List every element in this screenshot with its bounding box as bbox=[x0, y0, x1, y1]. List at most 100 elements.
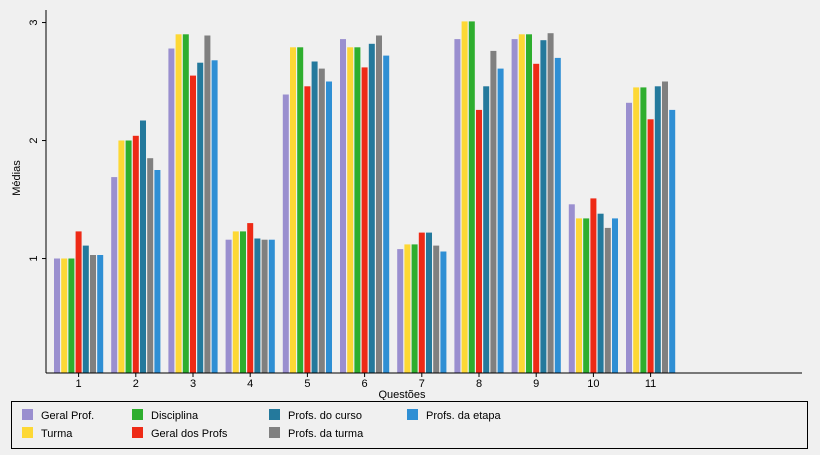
bar-q10-s7 bbox=[612, 218, 618, 373]
legend-label: Disciplina bbox=[151, 410, 199, 422]
bar-q8-s5 bbox=[483, 86, 490, 374]
bar-q6-s2 bbox=[347, 47, 354, 374]
legend-label: Turma bbox=[41, 428, 73, 440]
bar-q10-s6 bbox=[604, 227, 611, 373]
bar-q10-s4 bbox=[590, 198, 597, 373]
x-tick-label: 4 bbox=[247, 378, 253, 390]
legend-label: Profs. da turma bbox=[288, 428, 364, 440]
bar-q4-s1 bbox=[225, 239, 232, 373]
bar-q1-s6 bbox=[90, 255, 96, 373]
legend-item: Profs. do curso bbox=[269, 409, 362, 423]
bar-q1-s4 bbox=[75, 231, 82, 373]
legend-swatch bbox=[132, 409, 143, 420]
bar-q7-s4 bbox=[418, 232, 425, 373]
bar-q6-s3 bbox=[354, 47, 361, 374]
x-tick-label: 7 bbox=[419, 378, 425, 390]
bar-q2-s6 bbox=[147, 158, 154, 373]
bar-q8-s3 bbox=[468, 21, 475, 374]
x-tick-label: 9 bbox=[533, 378, 539, 390]
x-tick-label: 11 bbox=[645, 378, 656, 390]
legend-item: Disciplina bbox=[132, 409, 198, 423]
bar-q3-s4 bbox=[190, 75, 196, 373]
bar-q9-s6 bbox=[547, 33, 554, 373]
bar-q1-s5 bbox=[82, 245, 89, 373]
bar-q10-s3 bbox=[583, 218, 590, 373]
bar-q11-s4 bbox=[647, 119, 654, 373]
bar-q5-s4 bbox=[304, 86, 311, 374]
bar-q8-s1 bbox=[454, 39, 461, 373]
bar-q11-s1 bbox=[626, 102, 632, 374]
bar-q6-s1 bbox=[340, 39, 346, 373]
bars-group bbox=[54, 21, 676, 374]
legend-swatch bbox=[269, 427, 280, 438]
bar-q8-s7 bbox=[497, 68, 504, 373]
bar-q4-s2 bbox=[232, 231, 239, 373]
bar-q7-s7 bbox=[440, 251, 447, 373]
y-ticks-group: 1 2 3 bbox=[28, 19, 46, 262]
bar-q4-s3 bbox=[240, 231, 246, 373]
bar-q2-s1 bbox=[111, 177, 118, 373]
bar-q9-s4 bbox=[533, 63, 540, 374]
legend-swatch bbox=[269, 409, 280, 420]
legend-item: Geral dos Profs bbox=[132, 427, 227, 441]
bar-q3-s2 bbox=[175, 34, 182, 374]
bar-q3-s3 bbox=[182, 34, 189, 374]
legend-label: Geral dos Profs bbox=[151, 428, 228, 440]
bar-q11-s3 bbox=[640, 87, 647, 374]
bar-q10-s1 bbox=[568, 204, 575, 373]
bar-q9-s5 bbox=[540, 40, 547, 373]
bar-q8-s6 bbox=[490, 50, 497, 374]
x-tick-label: 1 bbox=[76, 378, 82, 390]
x-tick-label: 6 bbox=[362, 378, 368, 390]
bar-q8-s4 bbox=[476, 109, 482, 374]
x-tick-label: 10 bbox=[587, 378, 599, 390]
x-tick-label: 2 bbox=[133, 378, 139, 390]
bar-q9-s7 bbox=[554, 57, 561, 374]
y-tick-label: 3 bbox=[28, 19, 40, 25]
bar-q2-s2 bbox=[118, 140, 125, 373]
bar-q7-s3 bbox=[411, 244, 418, 373]
bar-q11-s6 bbox=[662, 81, 668, 373]
bar-q9-s1 bbox=[511, 39, 518, 373]
legend-swatch bbox=[132, 427, 143, 438]
bar-q5-s6 bbox=[318, 68, 325, 373]
bar-q5-s1 bbox=[282, 94, 289, 373]
legend: Geral Prof. Turma Disciplina Geral dos Prof… bbox=[11, 401, 808, 449]
bar-q3-s6 bbox=[204, 35, 211, 373]
bar-q4-s6 bbox=[261, 239, 268, 373]
legend-item: Profs. da etapa bbox=[407, 409, 501, 423]
bar-q2-s3 bbox=[125, 140, 132, 373]
bar-q7-s2 bbox=[404, 244, 411, 373]
bar-q10-s2 bbox=[576, 218, 582, 373]
bar-q8-s2 bbox=[461, 21, 468, 374]
legend-label: Geral Prof. bbox=[41, 410, 95, 422]
bar-q6-s7 bbox=[383, 55, 390, 373]
legend-label: Profs. da etapa bbox=[426, 410, 501, 422]
bar-q6-s5 bbox=[368, 43, 375, 374]
bar-q9-s3 bbox=[526, 34, 532, 374]
bar-q7-s6 bbox=[433, 245, 440, 373]
x-tick-label: 3 bbox=[190, 378, 196, 390]
y-axis-title: Médias bbox=[11, 160, 23, 196]
bar-q2-s4 bbox=[132, 135, 139, 373]
bar-q4-s5 bbox=[254, 238, 261, 373]
bar-q11-s5 bbox=[654, 86, 661, 374]
bar-q4-s7 bbox=[268, 239, 275, 373]
bar-q4-s4 bbox=[247, 223, 254, 373]
bar-q3-s7 bbox=[211, 60, 218, 374]
legend-swatch bbox=[22, 427, 33, 438]
bar-q9-s2 bbox=[518, 34, 525, 374]
x-ticks-group: 1 2 3 4 5 6 7 8 9 10 11 bbox=[76, 373, 656, 390]
legend-item: Geral Prof. bbox=[22, 409, 94, 423]
bar-q10-s5 bbox=[597, 213, 604, 373]
bar-q11-s7 bbox=[669, 109, 676, 374]
y-tick-label: 2 bbox=[28, 137, 40, 143]
bar-q3-s1 bbox=[168, 48, 175, 373]
bar-q5-s5 bbox=[311, 61, 318, 373]
x-tick-label: 5 bbox=[304, 378, 310, 390]
bar-q11-s2 bbox=[633, 87, 640, 374]
bar-q6-s4 bbox=[361, 67, 368, 374]
bar-q2-s7 bbox=[154, 170, 161, 373]
legend-item: Turma bbox=[22, 427, 72, 441]
x-axis-title: Questões bbox=[378, 389, 426, 400]
